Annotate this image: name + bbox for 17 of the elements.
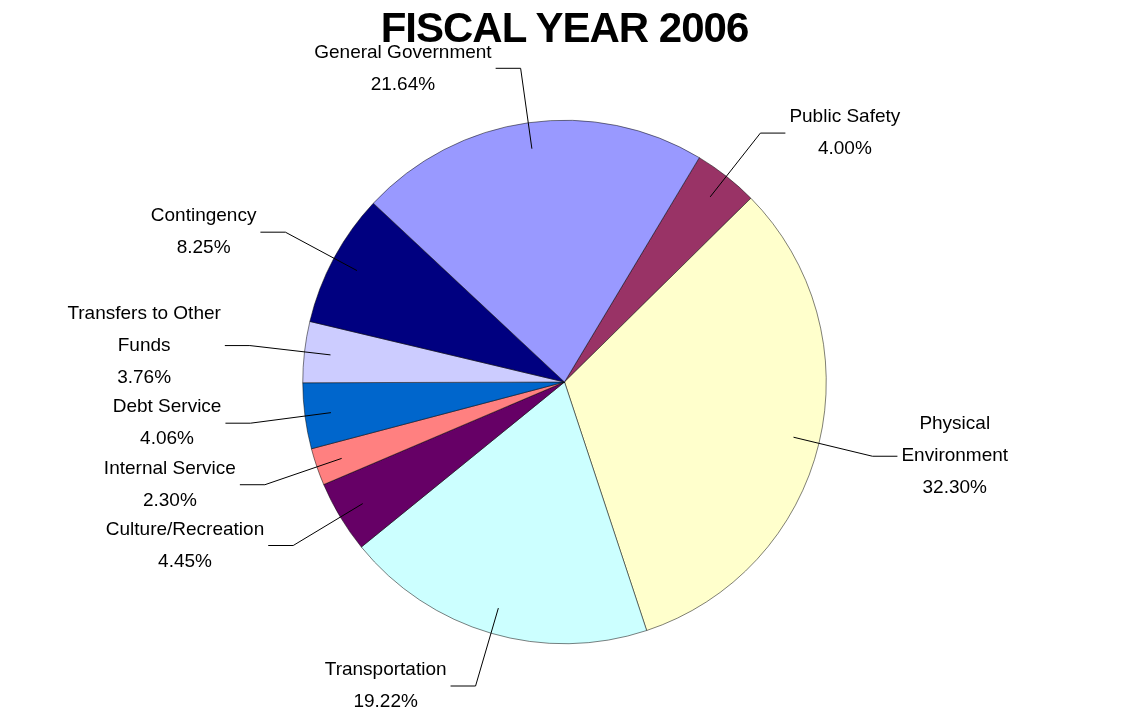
slice-label: Transfers to Other Funds <box>67 301 222 355</box>
data-label: 4.00% <box>817 137 872 159</box>
data-label: 32.30% <box>922 476 988 498</box>
data-label: 3.76% <box>117 365 172 387</box>
slice-label: Culture/Recreation <box>105 517 265 539</box>
slice-label: Debt Service <box>112 395 222 417</box>
data-label: 8.25% <box>176 236 231 258</box>
slice-label: Transportation <box>324 658 447 680</box>
data-label: 2.30% <box>142 488 197 510</box>
slice-label: Public Safety <box>789 105 901 127</box>
data-label: 4.45% <box>158 549 213 571</box>
slice-label: Physical Environment <box>901 412 1009 466</box>
data-label: 21.64% <box>370 72 436 94</box>
slice-label: Internal Service <box>103 456 236 478</box>
data-label: 19.22% <box>353 690 418 712</box>
slice-label: Contingency <box>150 204 257 226</box>
data-label: 4.06% <box>140 427 195 449</box>
